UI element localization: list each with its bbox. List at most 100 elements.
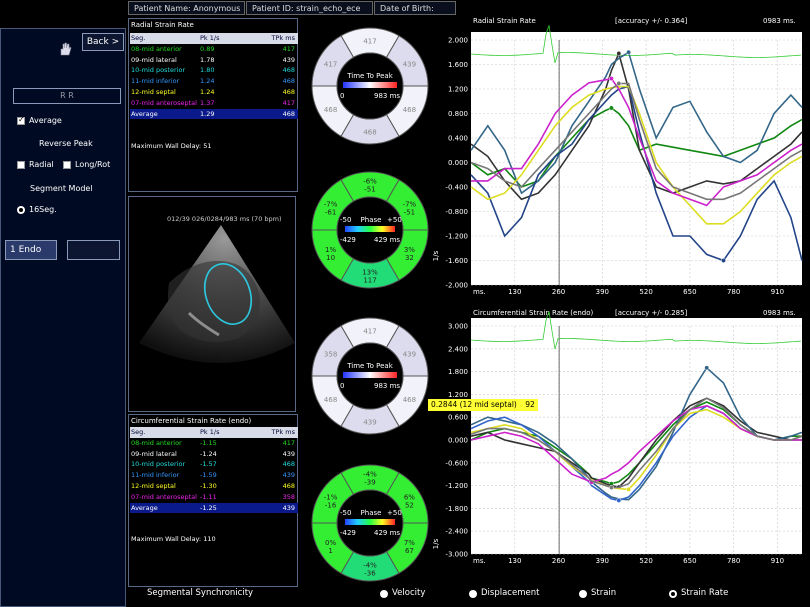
velocity-radio[interactable]	[380, 590, 388, 598]
series-line[interactable]	[470, 404, 802, 484]
bullseye-rings: 417 439 468 468 468 417 Time To Peak 0 983 ms -6%…	[311, 27, 429, 582]
radial-table-title: Radial Strain Rate	[131, 21, 194, 29]
series-line[interactable]	[470, 82, 803, 201]
phase-max: 429 ms	[374, 529, 400, 537]
ttp-label: Time To Peak	[346, 362, 394, 370]
series-line[interactable]	[470, 404, 803, 502]
table-row[interactable]: 09-mid lateral 1.78 439	[130, 55, 298, 66]
endo-button[interactable]: 1 Endo	[5, 240, 57, 260]
phase-neg: -50	[340, 509, 351, 517]
average-row[interactable]: Average 1.29 468	[130, 108, 298, 120]
segment-value: 417	[363, 38, 376, 46]
table-row[interactable]: 07-mid anteroseptal 1.37 417	[130, 98, 298, 109]
y-tick-label: -1.800	[445, 505, 468, 513]
peak-marker	[626, 49, 632, 55]
table-row[interactable]: 10-mid posterior 1.80 468	[130, 65, 298, 76]
circ-max-wall-delay: Maximum Wall Delay: 110	[131, 535, 216, 543]
segment-value: 468	[403, 396, 416, 404]
cell-tpk: 468	[282, 460, 295, 469]
phase-neg: -50	[340, 216, 351, 224]
series-line[interactable]	[470, 397, 803, 489]
longrot-checkbox[interactable]	[63, 161, 71, 169]
phase-pos: +50	[387, 509, 402, 517]
echo-ultrasound-image	[139, 225, 295, 363]
series-line[interactable]	[471, 77, 803, 207]
segment-phase-value: 52	[405, 501, 414, 509]
series-line[interactable]	[470, 408, 803, 491]
tooltip-text: 0.2844 (12 mid septal)	[431, 400, 517, 409]
series-line[interactable]	[470, 397, 802, 488]
table-row[interactable]: 10-mid posterior -1.57 468	[130, 459, 298, 470]
strain-radio[interactable]	[579, 590, 587, 598]
table-row[interactable]: 07-mid anteroseptal -1.11 358	[130, 492, 298, 503]
hand-icon[interactable]	[58, 42, 72, 56]
cell-seg: 07-mid anteroseptal	[131, 98, 197, 107]
col-header-seg: Seg.	[131, 34, 146, 42]
table-row[interactable]: 08-mid anterior -1.15 417	[130, 438, 298, 449]
table-header: Seg. Pk 1/s TPk ms	[130, 427, 298, 438]
segment-percent: -4%	[363, 471, 377, 479]
series-line[interactable]	[470, 85, 803, 225]
radial-accuracy: [accuracy +/- 0.364]	[615, 17, 688, 25]
average-checkbox[interactable]	[17, 115, 25, 125]
table-row[interactable]: 09-mid lateral -1.24 439	[130, 449, 298, 460]
average-row[interactable]: Average -1.25 439	[130, 502, 298, 514]
echo-image-panel: 012/39 026/0284/983 ms (70 bpm) ▶ ◀◀ ▶▶	[128, 196, 296, 586]
series-line[interactable]	[470, 51, 803, 201]
cell-pk: 1.78	[200, 55, 215, 64]
ttp-ring: 417 439 468 439 468 358 Time To Peak 0 983 ms	[311, 317, 429, 435]
series-line[interactable]	[470, 107, 803, 188]
y-tick-label: -2.000	[445, 282, 468, 290]
circ-plot-area	[471, 318, 802, 554]
phase-color-scale	[345, 519, 395, 525]
y-tick-label: -0.800	[445, 208, 468, 216]
segment-value: 468	[324, 396, 337, 404]
phase-color-scale	[345, 226, 395, 232]
cell-tpk: 439	[282, 55, 295, 64]
back-button[interactable]: Back >	[82, 33, 124, 51]
cell-tpk: 468	[282, 66, 295, 75]
x-tick-label: 780	[727, 557, 740, 565]
seg16-radio[interactable]	[17, 206, 25, 214]
segment-value: 468	[403, 106, 416, 114]
col-header-tpk: TPk ms	[271, 428, 295, 436]
layer-select-button[interactable]	[67, 240, 120, 260]
rr-field[interactable]: R R	[13, 88, 121, 104]
cell-tpk: 358	[282, 492, 295, 501]
average-label: Average	[29, 116, 62, 125]
radial-checkbox[interactable]	[17, 161, 25, 169]
cell-tpk: 417	[282, 44, 295, 53]
segment-phase-value: 10	[326, 254, 335, 262]
circ-ylabel: 1/s	[432, 538, 441, 550]
table-row[interactable]: 12-mid septal 1.24 468	[130, 87, 298, 98]
table-row[interactable]: 08-mid anterior 0.89 417	[130, 44, 298, 55]
ttp-max: 983 ms	[374, 92, 400, 100]
table-row[interactable]: 12-mid septal -1.30 468	[130, 481, 298, 492]
circ-strain-chart[interactable]: 3.000 2.400 1.800 1.200 0.600 0.000 -0.600 -1.2…	[443, 302, 810, 588]
strain-rate-radio[interactable]	[669, 590, 677, 598]
cell-pk: 1.24	[200, 77, 215, 86]
peak-marker	[608, 105, 614, 111]
ttp-label: Time To Peak	[346, 72, 394, 80]
circ-table-title: Circumferential Strain Rate (endo)	[131, 417, 252, 425]
cell-pk: 1.29	[200, 109, 215, 118]
cell-pk: -1.11	[200, 492, 217, 501]
y-tick-label: -2.400	[445, 528, 468, 536]
radial-max-wall-delay: Maximum Wall Delay: 51	[131, 142, 212, 150]
segment-phase-value: 32	[405, 254, 414, 262]
segment-percent: 3%	[404, 246, 415, 254]
segment-phase-value: 1	[328, 547, 332, 555]
x-axis-label: ms.	[473, 288, 486, 296]
table-row[interactable]: 11-mid inferior -1.59 439	[130, 470, 298, 481]
displacement-radio[interactable]	[469, 590, 477, 598]
y-tick-label: 0.600	[448, 414, 468, 422]
y-tick-label: 1.600	[448, 61, 468, 69]
value-tooltip: 0.2844 (12 mid septal) 92	[428, 399, 538, 411]
cell-tpk: 468	[282, 109, 295, 118]
segmental-synchronicity-label[interactable]: Segmental Synchronicity	[147, 588, 254, 598]
cell-pk: -1.57	[200, 460, 217, 469]
table-row[interactable]: 11-mid inferior 1.24 468	[130, 76, 298, 87]
radial-strain-chart[interactable]: 2.000 1.600 1.200 0.800 0.400 0.000 -0.400 -0.8…	[443, 16, 810, 304]
cell-tpk: 417	[282, 98, 295, 107]
